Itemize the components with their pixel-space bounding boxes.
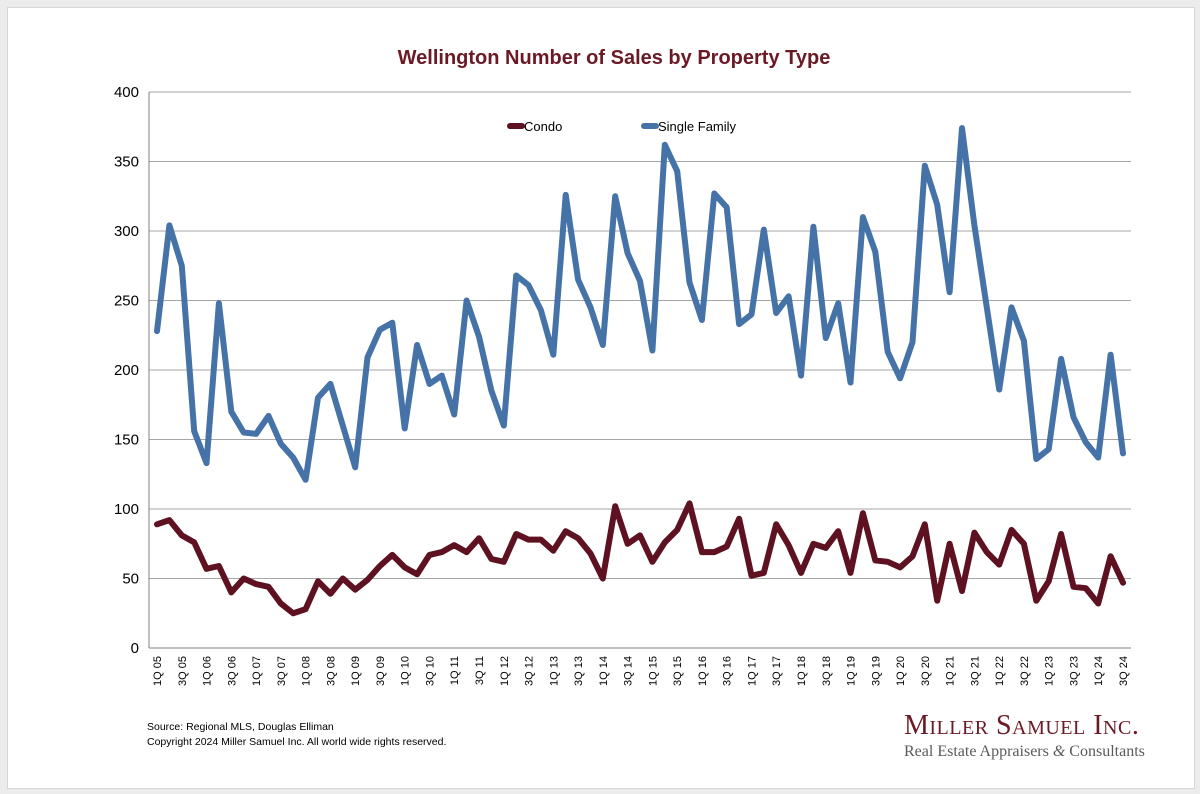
x-tick-label: 1Q 06: [202, 656, 214, 686]
x-tick-label: 3Q 07: [276, 656, 288, 686]
x-tick-label: 3Q 22: [1019, 656, 1031, 686]
x-tick-label: 3Q 24: [1118, 656, 1130, 686]
series-line-condo: [154, 500, 1126, 617]
y-tick-label: 400: [114, 84, 139, 101]
x-tick-label: 1Q 05: [152, 656, 164, 686]
x-tick-label: 1Q 15: [647, 656, 659, 686]
series-lines: [154, 125, 1126, 617]
x-tick-label: 3Q 16: [722, 656, 734, 686]
legend-label-single-family: Single Family: [658, 119, 737, 134]
logo-ampersand: &: [1052, 743, 1066, 760]
x-tick-label: 1Q 16: [697, 656, 709, 686]
legend: Condo Single Family: [507, 119, 737, 134]
logo-name: Miller Samuel Inc.: [904, 710, 1140, 741]
x-tick-label: 3Q 08: [325, 656, 337, 686]
x-tick-label: 3Q 10: [424, 656, 436, 686]
x-tick-label: 1Q 20: [895, 656, 907, 686]
chart-frame: Wellington Number of Sales by Property T…: [7, 7, 1195, 789]
line-chart: Wellington Number of Sales by Property T…: [114, 47, 1131, 686]
x-tick-label: 1Q 13: [548, 656, 560, 686]
chart-title: Wellington Number of Sales by Property T…: [398, 47, 831, 69]
y-tick-label: 300: [114, 223, 139, 240]
x-tick-label: 3Q 14: [623, 656, 635, 686]
y-tick-label: 250: [114, 293, 139, 310]
x-tick-label: 1Q 11: [449, 656, 461, 685]
x-tick-label: 3Q 05: [177, 656, 189, 686]
y-tick-label: 350: [114, 154, 139, 171]
x-tick-label: 1Q 21: [945, 656, 957, 686]
source-text: Source: Regional MLS, Douglas Elliman: [147, 721, 334, 733]
x-tick-label: 1Q 22: [994, 656, 1006, 686]
x-tick-label: 1Q 17: [746, 656, 758, 686]
x-tick-label: 1Q 19: [846, 656, 858, 686]
x-tick-label: 3Q 18: [821, 656, 833, 686]
series-line-single-family: [154, 125, 1126, 483]
x-tick-label: 1Q 10: [400, 656, 412, 686]
x-tick-label: 3Q 19: [870, 656, 882, 686]
x-tick-label: 3Q 21: [969, 656, 981, 686]
x-tick-label: 3Q 13: [573, 656, 585, 686]
x-tick-label: 1Q 09: [350, 656, 362, 686]
x-tick-label: 1Q 07: [251, 656, 263, 686]
x-tick-label: 1Q 12: [499, 656, 511, 686]
x-tick-label: 3Q 12: [524, 656, 536, 686]
y-tick-label: 50: [122, 571, 139, 588]
x-tick-label: 1Q 08: [301, 656, 313, 686]
y-tick-label: 150: [114, 432, 139, 449]
x-tick-label: 3Q 06: [226, 656, 238, 686]
x-tick-label: 3Q 20: [920, 656, 932, 686]
logo-tagline-right: Consultants: [1069, 743, 1145, 760]
x-tick-label: 3Q 23: [1068, 656, 1080, 686]
company-logo: Miller Samuel Inc. Real Estate Appraiser…: [904, 711, 1154, 763]
x-tick-label: 3Q 11: [474, 656, 486, 685]
x-tick-label: 3Q 15: [672, 656, 684, 686]
logo-tagline-left: Real Estate Appraisers: [904, 743, 1049, 760]
x-tick-label: 1Q 24: [1093, 656, 1105, 686]
copyright-text: Copyright 2024 Miller Samuel Inc. All wo…: [147, 736, 447, 748]
x-tick-label: 1Q 14: [598, 656, 610, 686]
gridlines: [149, 91, 1131, 579]
x-tick-label: 3Q 17: [771, 656, 783, 686]
y-tick-label: 200: [114, 362, 139, 379]
x-tick-label: 1Q 23: [1044, 656, 1056, 686]
x-axis: 1Q 05 3Q 05 1Q 06 3Q 06 1Q 07 3Q 07 1Q 08 3Q 08…: [149, 647, 1131, 686]
x-tick-label: 1Q 18: [796, 656, 808, 686]
source-note: Source: Regional MLS, Douglas Elliman Co…: [147, 720, 446, 750]
legend-label-condo: Condo: [524, 119, 562, 134]
x-tick-label: 3Q 09: [375, 656, 387, 686]
y-tick-label: 100: [114, 501, 139, 518]
y-tick-label: 0: [131, 640, 139, 657]
y-axis: 0 50 100 150 200 250 300 350 400: [114, 84, 150, 657]
logo-tagline: Real Estate Appraisers & Consultants: [904, 741, 1154, 763]
